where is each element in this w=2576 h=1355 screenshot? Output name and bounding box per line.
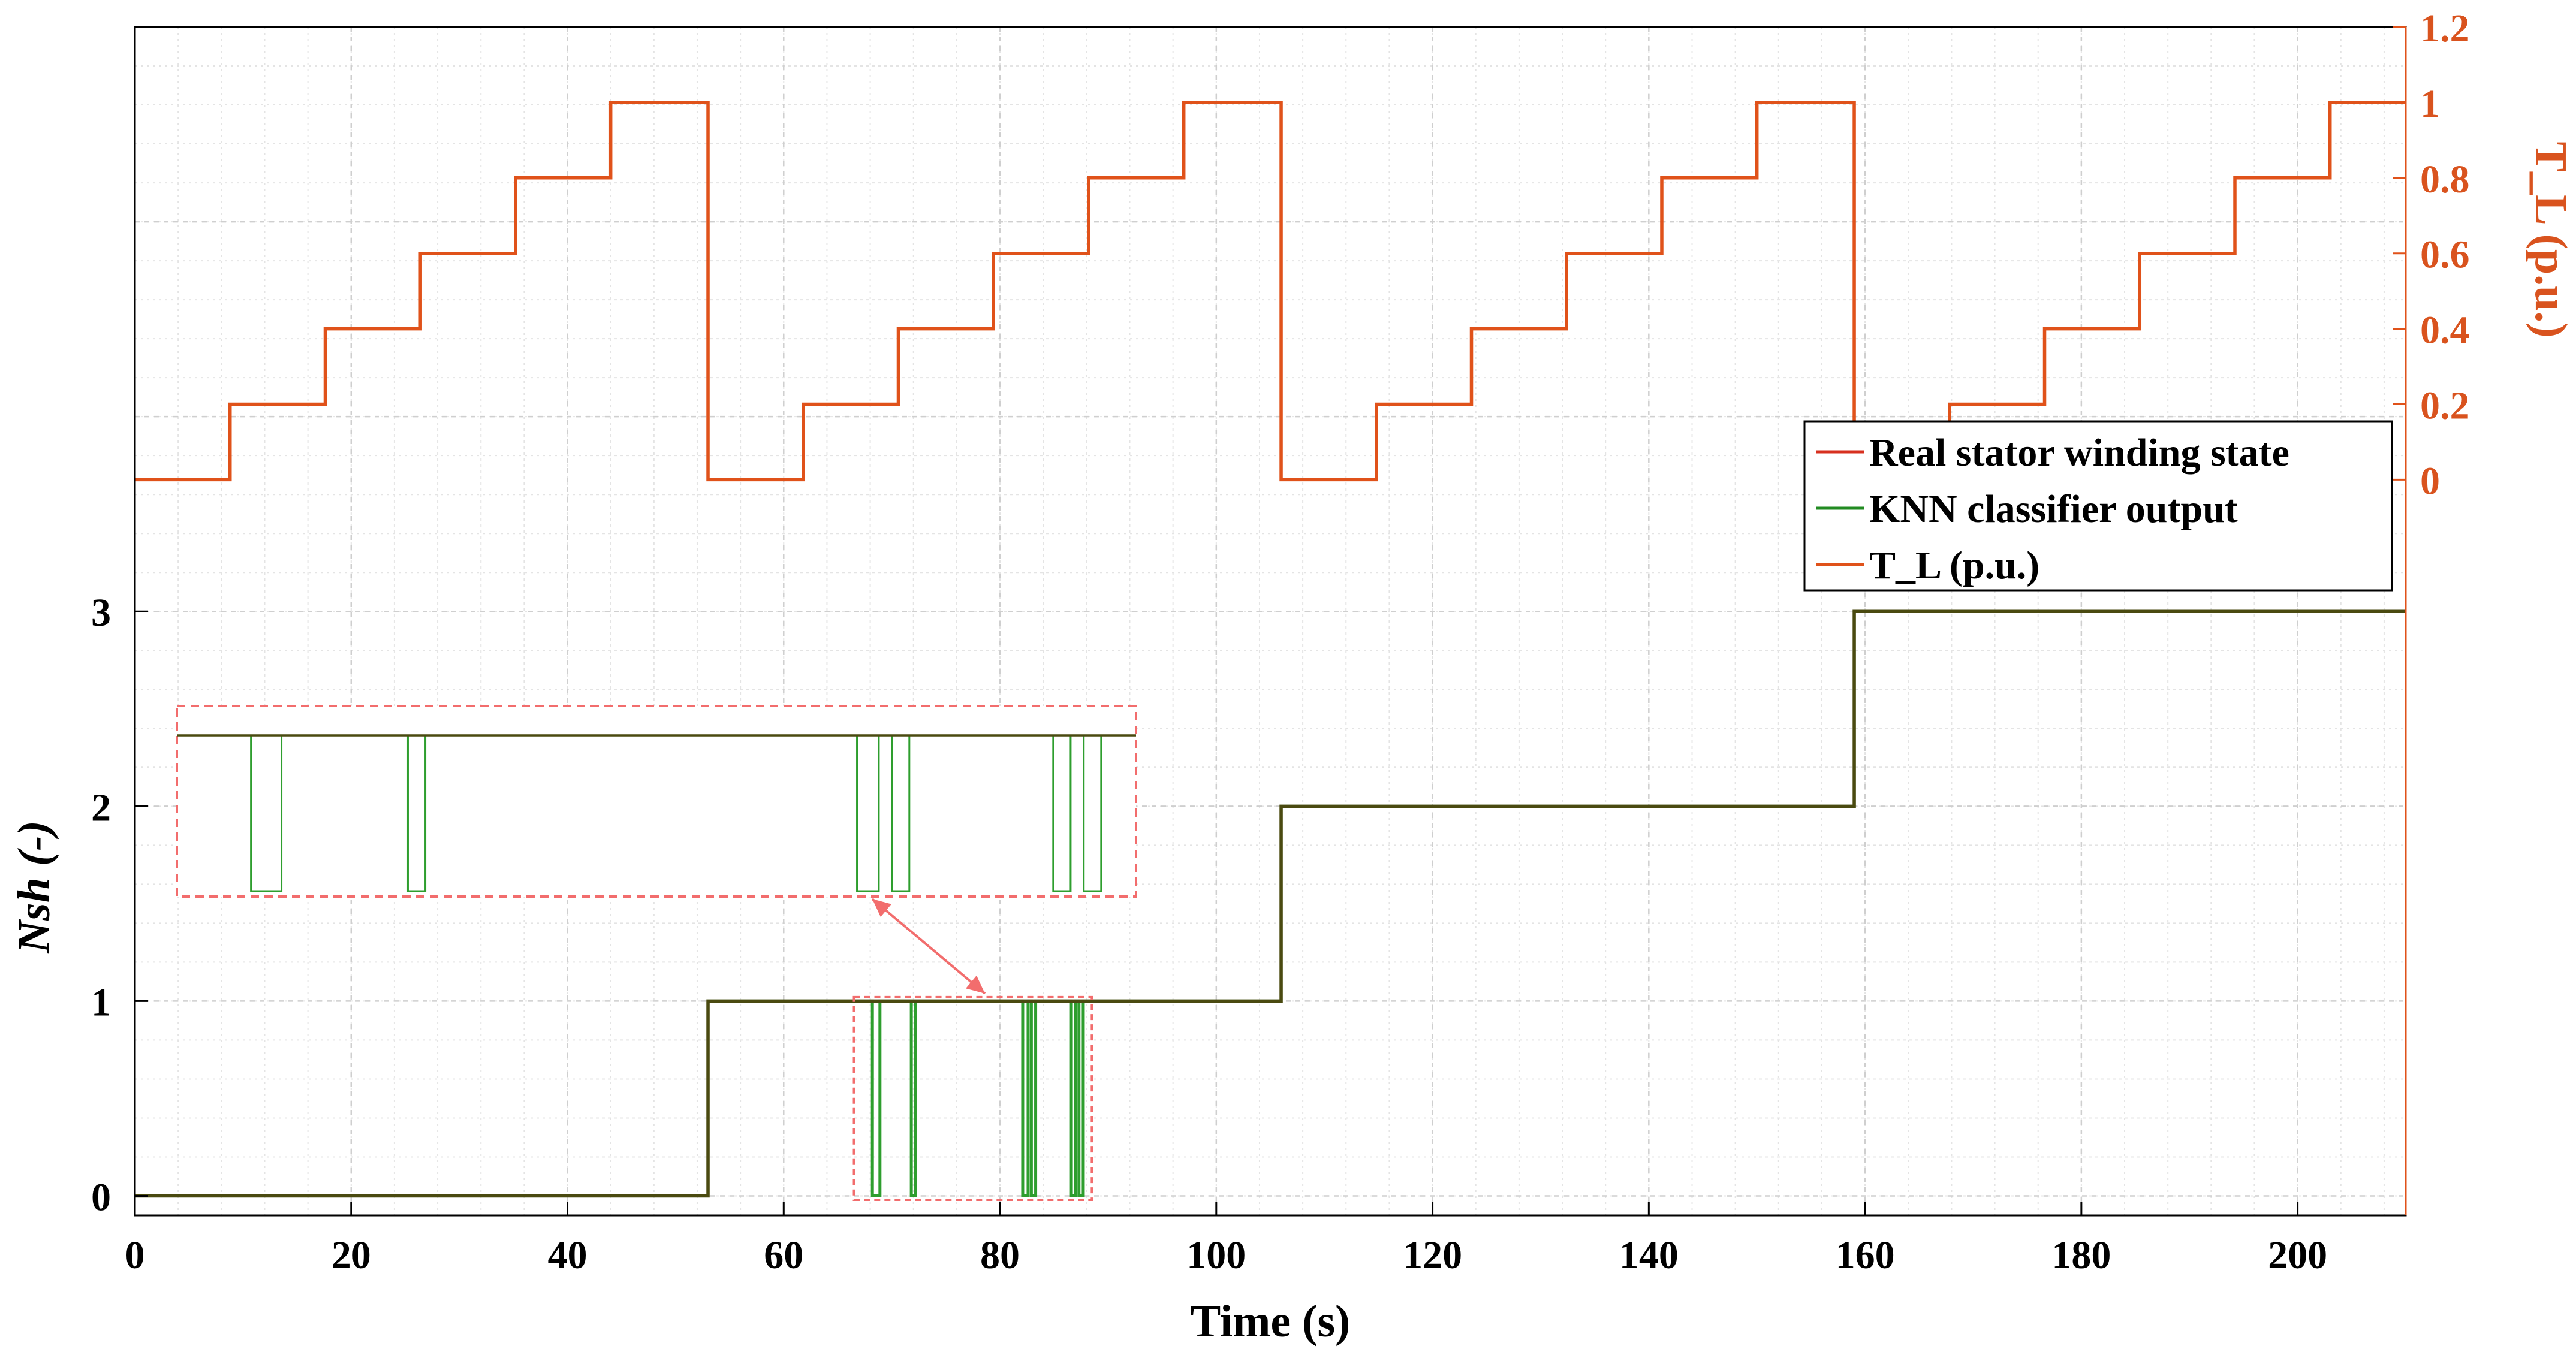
legend: Real stator winding state KNN classifier… [1803, 420, 2393, 592]
y-tick-label: 0 [91, 1175, 111, 1219]
zoom-arrowhead-source [965, 975, 985, 994]
y-tick-label: 1 [91, 980, 111, 1024]
x-tick-label: 80 [980, 1233, 1020, 1277]
legend-box [1803, 420, 2393, 592]
legend-label-knn-output: KNN classifier output [1869, 487, 2238, 531]
x-tick-label: 60 [764, 1233, 803, 1277]
legend-label-real-state: Real stator winding state [1869, 431, 2289, 475]
x-tick-label: 160 [1836, 1233, 1895, 1277]
x-tick-label: 0 [125, 1233, 145, 1277]
x-tick-label: 20 [332, 1233, 371, 1277]
zoom-arrowhead-inset [872, 899, 891, 918]
y-axis-label: Nsh (-) [9, 820, 59, 954]
y2-tick-label: 0.4 [2420, 309, 2470, 352]
zoom-inset [176, 705, 1137, 1201]
x-tick-label: 40 [548, 1233, 587, 1277]
legend-label-load-torque: T_L (p.u.) [1869, 544, 2039, 587]
y2-tick-label: 0.8 [2420, 158, 2470, 201]
series-load-torque [135, 101, 2406, 482]
y-tick-label: 3 [91, 591, 111, 635]
series-real-stator-state [135, 609, 2406, 1198]
x-axis-label: Time (s) [1191, 1296, 1351, 1347]
series-knn-output [135, 609, 2406, 1197]
zoom-source-box [852, 995, 1093, 1201]
y2-tick-label: 0 [2420, 459, 2440, 503]
x-axis-ticks: 0 20 40 60 80 100 120 140 160 180 200 [125, 1202, 2327, 1277]
y-axis-ticks: 0 1 2 3 [91, 591, 148, 1219]
x-tick-label: 180 [2051, 1233, 2111, 1277]
y2-tick-label: 1 [2420, 82, 2440, 126]
y2-axis-label: T_L (p.u.) [2526, 141, 2576, 337]
y2-tick-label: 0.6 [2420, 233, 2470, 277]
y2-tick-label: 0.2 [2420, 384, 2470, 428]
x-tick-label: 100 [1186, 1233, 1246, 1277]
y2-tick-label: 1.2 [2420, 7, 2470, 50]
zoom-connector [871, 898, 986, 995]
y-tick-label: 2 [91, 786, 111, 829]
series-layer [135, 101, 2406, 1198]
y2-axis-ticks: 0 0.2 0.4 0.6 0.8 1 1.2 [2393, 7, 2470, 503]
zoom-inset-box [176, 705, 1137, 898]
x-tick-label: 140 [1619, 1233, 1679, 1277]
x-tick-label: 120 [1403, 1233, 1462, 1277]
plot-background [135, 27, 2406, 1215]
x-tick-label: 200 [2268, 1233, 2327, 1277]
